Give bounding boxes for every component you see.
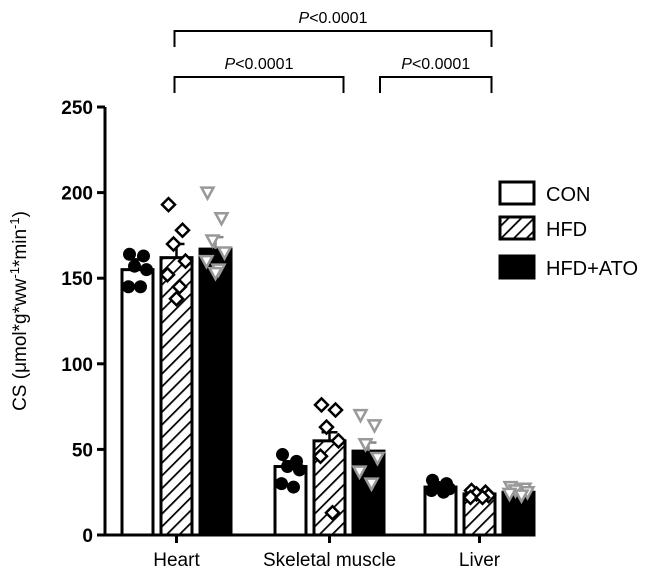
point-hfd-heart-5 — [171, 278, 188, 296]
point-hfd-skeletal-muscle-3 — [330, 432, 347, 450]
bracket-label-0: P<0.0001 — [299, 10, 368, 27]
y-tick-label-50: 50 — [72, 440, 93, 461]
point-hfd-ato-liver-4 — [501, 487, 518, 503]
point-con-skeletal-muscle-4 — [275, 477, 288, 491]
point-con-heart-5 — [134, 280, 147, 294]
point-hfd-ato-heart-4 — [198, 254, 215, 270]
legend: CON HFD HFD+ATO — [498, 180, 638, 280]
point-con-heart-1 — [137, 249, 150, 263]
point-hfd-liver-5 — [474, 489, 491, 506]
p-letter-1: P — [225, 56, 236, 73]
y-tick-label-150: 150 — [61, 269, 93, 290]
point-con-heart-3 — [140, 263, 153, 277]
y-label-end: ) — [10, 211, 31, 217]
point-hfd-ato-heart-2 — [204, 234, 221, 250]
data-points — [122, 186, 536, 522]
point-hfd-heart-1 — [174, 221, 191, 239]
point-hfd-skeletal-muscle-0 — [313, 396, 330, 414]
point-hfd-ato-skeletal-muscle-0 — [352, 408, 369, 424]
bracket-label-2: P<0.0001 — [401, 56, 470, 73]
point-hfd-skeletal-muscle-4 — [312, 447, 329, 465]
point-hfd-ato-heart-1 — [213, 212, 230, 227]
legend-swatch-con — [498, 180, 536, 206]
point-hfd-ato-skeletal-muscle-4 — [351, 465, 368, 481]
bars — [120, 235, 536, 537]
point-con-heart-2 — [128, 259, 141, 273]
point-hfd-ato-skeletal-muscle-3 — [369, 451, 386, 467]
bar-con-skeletal-muscle — [273, 465, 308, 537]
p-value-0: <0.0001 — [309, 10, 367, 27]
y-tick-label-0: 0 — [82, 526, 93, 547]
point-con-heart-0 — [123, 247, 136, 261]
legend-swatch-hfd — [498, 215, 536, 241]
legend-label-hfd-ato: HFD+ATO — [546, 258, 638, 280]
point-hfd-skeletal-muscle-2 — [318, 418, 335, 436]
y-label-sup-2: -1 — [7, 217, 22, 229]
point-hfd-ato-skeletal-muscle-1 — [366, 419, 383, 435]
point-hfd-ato-heart-6 — [207, 266, 224, 282]
point-hfd-heart-3 — [177, 252, 194, 270]
point-hfd-heart-6 — [168, 290, 185, 308]
legend-swatch-hfd-ato — [498, 254, 536, 280]
point-con-skeletal-muscle-0 — [276, 448, 289, 462]
bracket-1 — [173, 76, 345, 93]
point-con-liver-4 — [425, 483, 438, 497]
point-hfd-skeletal-muscle-5 — [324, 504, 341, 522]
point-hfd-liver-4 — [462, 489, 479, 506]
y-label-mid: *min — [10, 229, 31, 267]
y-tick-label-100: 100 — [61, 355, 93, 376]
bar-hfd-ato-heart — [198, 247, 233, 537]
point-hfd-ato-liver-5 — [513, 489, 530, 505]
y-label-sup-1: -1 — [7, 267, 22, 279]
point-hfd-heart-2 — [165, 235, 182, 253]
y-axis-label: CS (μmol*g*ww-1*min-1) — [7, 211, 32, 411]
x-tick-label-heart: Heart — [153, 550, 200, 571]
point-hfd-heart-4 — [159, 266, 176, 284]
point-hfd-heart-0 — [160, 196, 177, 213]
bracket-0 — [173, 30, 493, 47]
y-label-main: CS (μmol*g*ww — [10, 278, 31, 411]
point-hfd-ato-skeletal-muscle-2 — [357, 438, 374, 453]
point-con-skeletal-muscle-3 — [293, 463, 306, 477]
bracket-label-1: P<0.0001 — [225, 56, 294, 73]
point-con-liver-5 — [437, 485, 450, 499]
point-con-heart-4 — [122, 280, 135, 294]
bracket-2 — [379, 76, 493, 93]
point-hfd-ato-heart-0 — [199, 186, 216, 202]
y-tick-label-250: 250 — [61, 98, 93, 119]
point-hfd-ato-skeletal-muscle-5 — [363, 477, 380, 493]
y-tick-label-200: 200 — [61, 184, 93, 205]
point-con-skeletal-muscle-2 — [281, 460, 294, 474]
bar-hfd-ato-skeletal-muscle — [351, 449, 386, 537]
point-con-skeletal-muscle-5 — [287, 480, 300, 494]
point-hfd-ato-heart-3 — [216, 246, 233, 262]
bar-con-heart — [120, 268, 155, 537]
p-letter-2: P — [401, 56, 412, 73]
legend-label-hfd: HFD — [546, 219, 587, 241]
point-hfd-skeletal-muscle-1 — [327, 401, 344, 419]
legend-label-con: CON — [546, 184, 590, 206]
x-tick-label-skeletal-muscle: Skeletal muscle — [263, 550, 396, 571]
x-tick-label-liver: Liver — [459, 550, 501, 571]
p-value-1: <0.0001 — [235, 56, 293, 73]
p-value-2: <0.0001 — [412, 56, 470, 73]
p-letter-0: P — [299, 10, 310, 27]
